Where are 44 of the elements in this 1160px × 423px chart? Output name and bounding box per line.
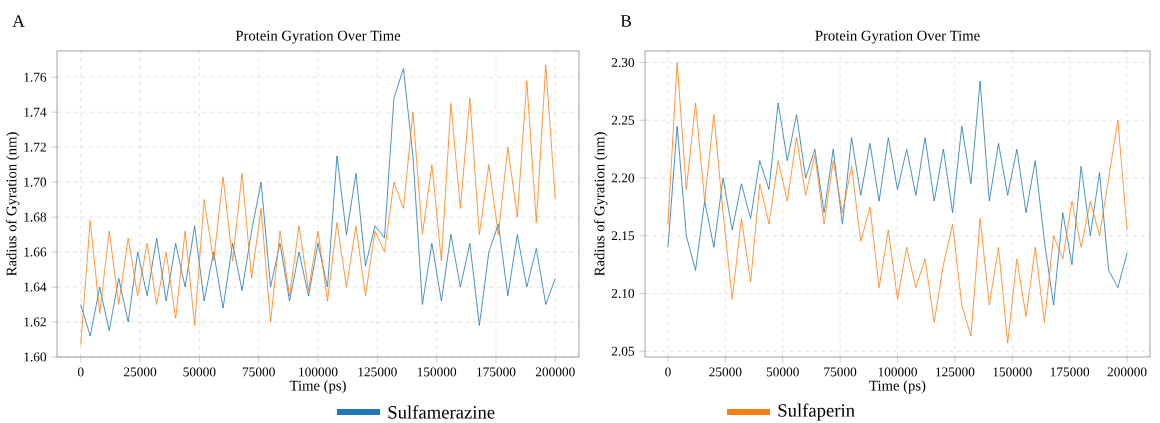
y-tick-label: 1.74 <box>24 107 47 117</box>
x-axis-title: Time (ps) <box>869 380 926 394</box>
x-tick-label: 25000 <box>709 367 742 377</box>
chart-title: Protein Gyration Over Time <box>815 30 980 44</box>
y-tick-label: 1.64 <box>24 282 47 292</box>
y-tick-label: 1.68 <box>24 212 47 222</box>
y-tick-label: 1.62 <box>24 317 46 327</box>
legend-label: Sulfamerazine <box>388 405 495 419</box>
y-tick-label: 2.20 <box>611 173 635 183</box>
x-tick-label: 25000 <box>123 367 157 377</box>
x-tick-label: 125000 <box>358 367 397 377</box>
y-tick-label: 2.05 <box>611 346 635 356</box>
x-tick-label: 200000 <box>1107 367 1147 377</box>
x-tick-label: 75000 <box>824 367 857 377</box>
x-tick-label: 75000 <box>242 367 275 377</box>
y-tick-label: 1.70 <box>24 177 47 187</box>
y-tick-label: 2.30 <box>611 58 635 68</box>
x-axis-title: Time (ps) <box>289 380 346 394</box>
x-tick-label: 150000 <box>417 367 457 377</box>
text: A <box>12 15 25 27</box>
y-tick-label: 2.10 <box>611 288 635 298</box>
legend-label: Sulfaperin <box>778 403 855 421</box>
chart-title: Protein Gyration Over Time <box>235 30 401 44</box>
x-tick-label: 100000 <box>878 367 917 377</box>
x-tick-label: 100000 <box>299 367 338 377</box>
y-tick-label: 1.72 <box>24 142 46 152</box>
y-tick-label: 2.25 <box>611 115 635 125</box>
y-tick-label: 1.66 <box>24 247 47 257</box>
x-tick-label: 200000 <box>535 367 575 377</box>
x-tick-label: 175000 <box>477 367 516 377</box>
x-tick-label: 125000 <box>936 367 975 377</box>
line-series <box>667 80 1128 306</box>
x-tick-label: 0 <box>77 367 84 377</box>
x-tick-label: 50000 <box>183 367 216 377</box>
y-tick-label: 2.15 <box>611 231 635 241</box>
y-tick-label: 1.60 <box>24 352 47 362</box>
y-tick-label: 1.76 <box>24 72 47 82</box>
x-tick-label: 50000 <box>766 367 799 377</box>
text: B <box>620 15 631 27</box>
y-axis-title: Radius of Gyration (nm) <box>593 132 608 276</box>
x-tick-label: 150000 <box>993 367 1032 377</box>
x-tick-label: 0 <box>665 367 671 377</box>
y-axis-title: Radius of Gyration (nm) <box>5 132 20 276</box>
x-tick-label: 175000 <box>1050 367 1090 377</box>
